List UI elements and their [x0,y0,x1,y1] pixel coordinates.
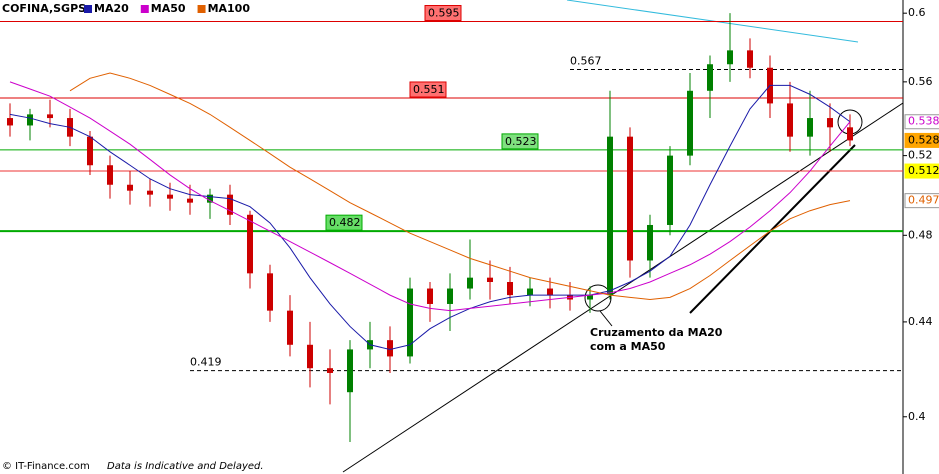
price-marker [904,114,939,130]
candle-body [267,273,273,311]
highlight-circle [584,284,612,312]
footer-source: © IT-Finance.com [2,461,90,472]
candle-body [607,136,613,296]
price-marker [904,193,939,209]
level-tag: 0.595 [428,7,460,20]
legend-label: MA50 [151,2,186,15]
candle-body [747,50,753,68]
annotation: Cruzamento da MA20 [590,326,723,339]
candle-body [107,165,113,185]
candle-body [807,118,813,137]
y-tick-label: 0.4 [908,410,926,423]
price-marker-label: 0.512 [908,164,939,177]
candle-body [127,184,133,191]
y-tick-label: 0.44 [908,315,933,328]
ma-line [9,81,851,312]
candle-body [287,310,293,345]
candle-body [447,288,453,304]
trend-line [689,144,856,314]
chart-title: COFINA,SGPS [2,2,86,15]
candle-body [427,288,433,304]
candle-body [727,50,733,65]
price-marker [904,132,939,148]
level-tag-box [501,133,539,150]
level-tag: 0.551 [413,83,445,96]
y-tick-label: 0.56 [908,75,933,88]
candle-body [207,194,213,203]
candle-body [487,277,493,282]
trend-line [566,0,859,43]
candle-body [247,214,253,274]
annotation: com a MA50 [590,340,666,353]
candle-body [587,295,593,300]
candle-body [27,114,33,126]
legend-label: MA20 [94,2,129,15]
candle-body [847,127,853,141]
candle-body [147,190,153,195]
candle-body [827,118,833,128]
candle-body [507,281,513,296]
price-marker-label: 0.528 [908,133,939,146]
candle-body [707,64,713,91]
candle-body [467,277,473,289]
price-marker [904,163,939,179]
level-tag-box [409,81,447,98]
annotation-pointer [599,310,613,327]
y-tick-label: 0.6 [908,6,926,19]
legend-swatch [140,5,149,13]
candle-body [387,340,393,357]
price-marker-label: 0.538 [908,115,939,128]
level-tag: 0.567 [570,54,602,67]
candle-body [307,344,313,369]
candle-body [87,136,93,166]
footer-note: Data is Indicative and Delayed. [107,461,264,472]
legend-swatch [84,5,92,13]
candle-body [167,194,173,199]
candle-body [667,155,673,225]
candle-body [527,288,533,296]
candle-body [47,114,53,119]
y-tick-label: 0.52 [908,149,933,162]
candle-body [347,349,353,393]
candle-body [787,103,793,137]
level-tag-box [325,214,363,231]
level-tag: 0.419 [190,356,222,369]
ma-line [69,72,851,301]
level-tag: 0.523 [505,135,537,148]
candle-body [647,224,653,261]
candle-body [627,136,633,261]
level-tag-box [424,5,462,22]
level-tag: 0.482 [329,216,361,229]
candle-body [187,198,193,203]
candle-body [227,194,233,215]
candle-body [7,118,13,126]
legend-swatch [197,5,206,13]
candle-body [547,288,553,296]
y-tick-label: 0.48 [908,228,933,241]
trend-line [342,102,904,473]
legend-label: MA100 [208,2,251,15]
candle-body [407,288,413,357]
candle-body [327,368,333,373]
ma-line [9,84,851,350]
price-marker-label: 0.497 [908,194,939,207]
candle-body [687,90,693,156]
